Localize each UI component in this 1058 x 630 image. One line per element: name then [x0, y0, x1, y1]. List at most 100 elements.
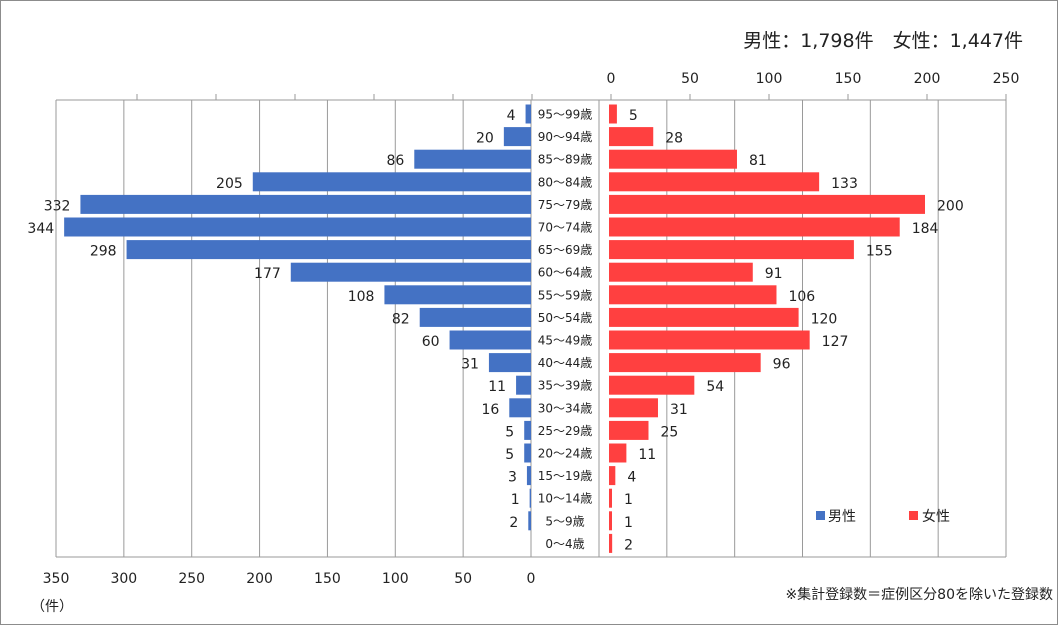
- male-axis-tick-label: 50: [454, 571, 472, 587]
- female-bar: [609, 420, 649, 440]
- male-bar: [529, 488, 531, 508]
- age-group-label: 20〜24歳: [538, 447, 593, 461]
- male-bar: [80, 194, 531, 214]
- male-bar: [524, 443, 531, 463]
- legend-swatch-male: [816, 511, 825, 520]
- male-data-label: 82: [392, 311, 410, 327]
- female-axis-tick-label: 250: [993, 71, 1020, 87]
- male-bar: [526, 466, 531, 486]
- female-data-label: 91: [765, 266, 783, 282]
- age-group-label: 65〜69歳: [538, 243, 593, 257]
- male-bar: [384, 285, 531, 305]
- age-group-label: 10〜14歳: [538, 492, 593, 506]
- male-axis-tick-label: 350: [43, 571, 70, 587]
- age-group-label: 55〜59歳: [538, 288, 593, 302]
- female-data-label: 184: [912, 221, 939, 237]
- age-group-label: 60〜64歳: [538, 266, 593, 280]
- age-group-label: 75〜79歳: [538, 198, 593, 212]
- female-bar: [609, 262, 753, 282]
- age-group-label: 95〜99歳: [538, 108, 593, 122]
- female-data-label: 28: [665, 131, 683, 147]
- legend-label-female: 女性: [922, 508, 950, 525]
- male-bar: [414, 149, 531, 169]
- age-group-label: 40〜44歳: [538, 356, 593, 370]
- female-bar: [609, 217, 900, 237]
- chart-title: 男性：1,798件 女性：1,447件: [743, 30, 1023, 52]
- female-bar: [609, 375, 695, 395]
- female-axis-tick-label: 0: [607, 71, 616, 87]
- age-group-label: 85〜89歳: [538, 153, 593, 167]
- male-data-label: 60: [422, 334, 440, 350]
- male-data-label: 20: [476, 131, 494, 147]
- female-axis-tick-label: 100: [756, 71, 783, 87]
- female-data-label: 4: [627, 470, 636, 486]
- age-group-label: 45〜49歳: [538, 334, 593, 348]
- male-data-label: 5: [505, 447, 514, 463]
- female-bar: [609, 149, 737, 169]
- female-data-label: 133: [831, 176, 858, 192]
- male-bar: [64, 217, 531, 237]
- female-bar: [609, 330, 810, 350]
- male-axis-tick-label: 100: [382, 571, 409, 587]
- female-data-label: 1: [624, 515, 633, 531]
- age-group-label: 5〜9歳: [545, 514, 584, 528]
- female-bar: [609, 194, 925, 214]
- male-data-label: 2: [509, 515, 518, 531]
- male-axis-tick-label: 0: [527, 571, 536, 587]
- female-bar: [609, 533, 613, 553]
- male-data-label: 86: [386, 153, 404, 169]
- female-data-label: 81: [749, 153, 767, 169]
- female-bar: [609, 240, 854, 260]
- male-data-label: 298: [90, 244, 117, 260]
- male-axis-tick-label: 150: [314, 571, 341, 587]
- female-data-label: 106: [788, 289, 815, 305]
- age-group-label: 50〜54歳: [538, 311, 593, 325]
- male-bar: [503, 127, 531, 147]
- male-data-label: 4: [507, 108, 516, 124]
- male-bar: [419, 307, 531, 327]
- male-data-label: 16: [481, 402, 499, 418]
- female-data-label: 31: [670, 402, 688, 418]
- female-data-label: 2: [624, 537, 633, 553]
- female-bar: [609, 488, 612, 508]
- male-bar: [488, 353, 531, 373]
- female-axis-tick-label: 50: [681, 71, 699, 87]
- female-data-label: 1: [624, 492, 633, 508]
- female-bar: [609, 511, 612, 531]
- female-bar: [609, 172, 820, 192]
- female-bar: [609, 466, 616, 486]
- age-group-label: 0〜4歳: [545, 537, 584, 551]
- age-group-label: 35〜39歳: [538, 379, 593, 393]
- male-data-label: 11: [488, 379, 506, 395]
- male-bar: [516, 375, 531, 395]
- male-data-label: 177: [254, 266, 281, 282]
- male-data-label: 332: [44, 198, 71, 214]
- male-bar: [449, 330, 531, 350]
- male-data-label: 3: [508, 470, 517, 486]
- age-group-label: 90〜94歳: [538, 130, 593, 144]
- female-bar: [609, 353, 761, 373]
- male-data-label: 31: [461, 357, 479, 373]
- female-axis-tick-label: 150: [835, 71, 862, 87]
- age-group-label: 80〜84歳: [538, 175, 593, 189]
- female-data-label: 11: [638, 447, 656, 463]
- age-group-label: 70〜74歳: [538, 221, 593, 235]
- age-group-label: 30〜34歳: [538, 401, 593, 415]
- female-data-label: 127: [822, 334, 849, 350]
- male-bar: [509, 398, 531, 418]
- female-bar: [609, 307, 799, 327]
- male-axis-tick-label: 200: [246, 571, 273, 587]
- footnote: ※集計登録数＝症例区分80を除いた登録数: [785, 586, 1053, 603]
- female-data-label: 5: [629, 108, 638, 124]
- legend-swatch-female: [909, 511, 918, 520]
- female-bar: [609, 398, 658, 418]
- female-data-label: 54: [706, 379, 724, 395]
- legend-label-male: 男性: [828, 509, 856, 525]
- male-bar: [528, 511, 531, 531]
- male-bar: [252, 172, 532, 192]
- male-bar: [126, 240, 532, 260]
- male-bar: [524, 420, 531, 440]
- female-bar: [609, 443, 627, 463]
